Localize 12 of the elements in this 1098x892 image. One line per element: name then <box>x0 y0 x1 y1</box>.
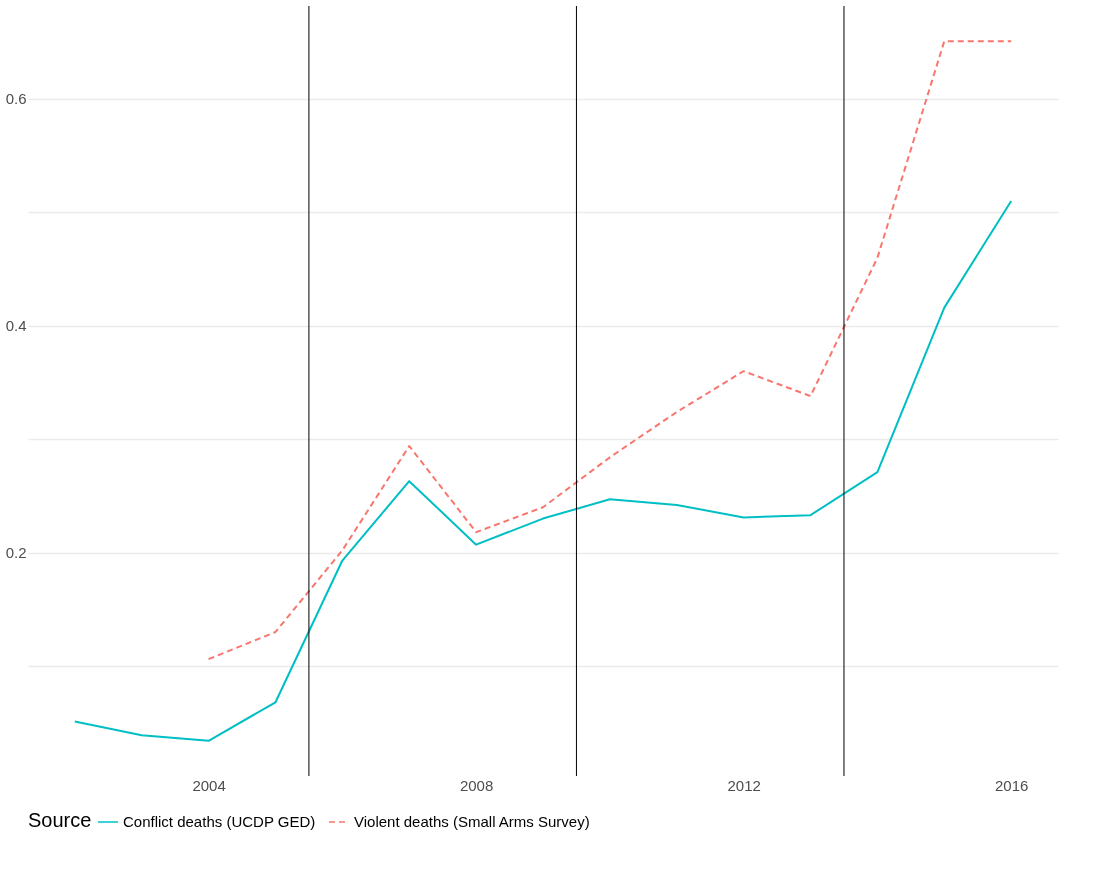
legend-label: Violent deaths (Small Arms Survey) <box>354 813 590 830</box>
y-tick-label: 0.4 <box>5 317 27 335</box>
line-series <box>73 200 1013 742</box>
y-tick-label: 0.2 <box>5 544 27 562</box>
legend-title: Source <box>28 809 92 831</box>
legend-label: Conflict deaths (UCDP GED) <box>123 813 316 830</box>
x-tick-label: 2012 <box>727 776 761 794</box>
x-tick-label: 2016 <box>994 776 1029 794</box>
x-tick-label: 2004 <box>192 776 226 794</box>
x-tick-label: 2008 <box>459 776 494 794</box>
y-tick-label: 0.6 <box>5 90 27 108</box>
line-series <box>207 40 1013 661</box>
